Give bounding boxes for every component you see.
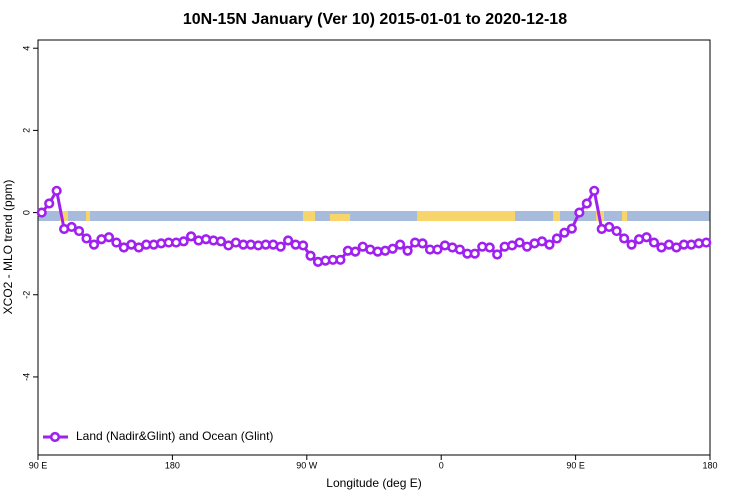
- data-point: [544, 239, 555, 250]
- ocean-band: [38, 211, 710, 221]
- land-band: [417, 211, 515, 221]
- land-band: [86, 211, 90, 221]
- x-tick-label: 90 E: [566, 460, 585, 470]
- data-point: [178, 236, 189, 247]
- data-point: [589, 185, 600, 196]
- data-point: [275, 241, 286, 252]
- data-point: [185, 231, 197, 242]
- data-point: [514, 237, 525, 248]
- data-point: [36, 207, 47, 218]
- data-point: [297, 240, 309, 251]
- data-point: [604, 221, 615, 233]
- data-point: [305, 250, 316, 261]
- data-point: [66, 221, 77, 233]
- data-point: [283, 235, 294, 246]
- land-band: [60, 211, 68, 221]
- land-band: [553, 211, 560, 221]
- data-point: [469, 248, 480, 259]
- x-tick-label: 0: [439, 460, 444, 470]
- land-ocean-band: [38, 211, 710, 221]
- y-tick-label: 2: [21, 128, 31, 133]
- data-point: [103, 232, 115, 243]
- data-point: [551, 233, 563, 244]
- data-point: [619, 233, 630, 244]
- data-point: [350, 246, 361, 257]
- data-point: [641, 232, 652, 243]
- legend-marker: [49, 431, 61, 443]
- y-tick-label: 4: [21, 46, 31, 51]
- data-point: [484, 242, 495, 253]
- data-point: [51, 185, 62, 196]
- data-point: [402, 245, 413, 256]
- data-point: [111, 237, 122, 248]
- land-band: [622, 211, 627, 221]
- x-tick-label: 90 E: [29, 460, 48, 470]
- land-band: [330, 214, 350, 221]
- x-tick-label: 180: [702, 460, 717, 470]
- data-point: [611, 225, 622, 237]
- data-point: [648, 237, 660, 248]
- data-point: [559, 227, 570, 238]
- data-point: [387, 243, 398, 254]
- data-point: [432, 244, 443, 255]
- data-point: [44, 198, 55, 209]
- data-point: [335, 254, 346, 265]
- chart-title: 10N-15N January (Ver 10) 2015-01-01 to 2…: [183, 11, 567, 28]
- x-tick-label: 180: [165, 460, 180, 470]
- plot-frame: [37, 39, 711, 456]
- data-point: [73, 225, 85, 237]
- data-point: [454, 244, 465, 255]
- data-point: [626, 239, 637, 250]
- data-point: [492, 249, 503, 260]
- legend-label: Land (Nadir&Glint) and Ocean (Glint): [76, 429, 273, 443]
- data-point: [88, 239, 100, 250]
- data-point: [566, 223, 577, 234]
- data-point: [701, 237, 712, 248]
- y-axis-label: XCO2 - MLO trend (ppm): [1, 180, 15, 315]
- data-point: [395, 239, 406, 250]
- y-tick-label: -2: [21, 291, 31, 299]
- data-point: [581, 198, 592, 209]
- x-tick-label: 90 W: [296, 460, 318, 470]
- data-point: [417, 238, 428, 249]
- y-tick-label: 0: [21, 210, 31, 215]
- land-band: [303, 211, 315, 221]
- data-point: [81, 233, 92, 244]
- data-point: [215, 236, 227, 247]
- x-axis-label: Longitude (deg E): [326, 476, 421, 490]
- y-tick-label: -4: [21, 373, 31, 381]
- data-point: [574, 207, 585, 218]
